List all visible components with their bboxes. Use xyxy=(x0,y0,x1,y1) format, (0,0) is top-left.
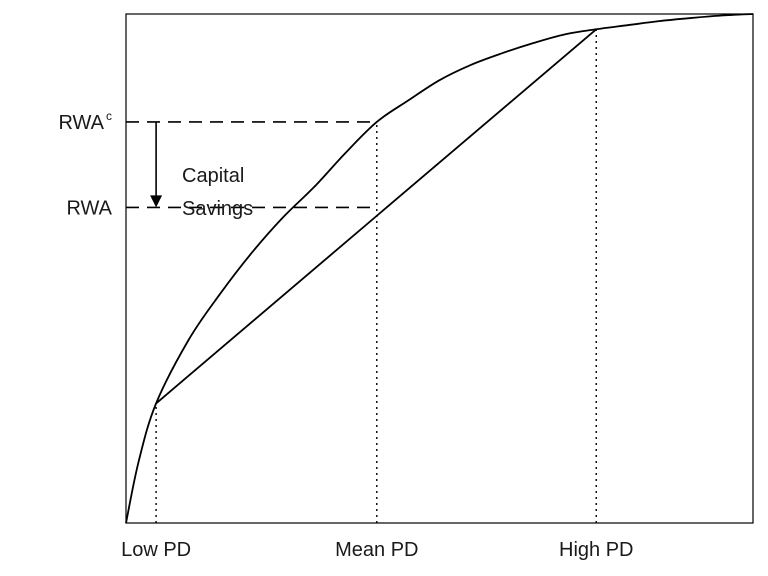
annotation-line-1: Capital xyxy=(182,165,244,187)
capital-savings-arrow xyxy=(150,121,163,208)
y-tick-label-text: RWA xyxy=(58,112,104,134)
concave-rwa-curve xyxy=(125,13,754,524)
x-tick-label: Mean PD xyxy=(335,539,418,561)
y-tick-label: RWA c xyxy=(58,109,112,134)
x-tick-label: Low PD xyxy=(121,539,191,561)
y-tick-superscript: c xyxy=(106,109,112,123)
y-tick-label-text: RWA xyxy=(66,197,112,219)
x-tick-label: High PD xyxy=(559,539,633,561)
x-tick-labels: Low PD Mean PD High PD xyxy=(121,539,633,561)
linear-chord-line xyxy=(155,28,597,405)
arrow-head xyxy=(150,195,163,208)
y-tick-label: RWA xyxy=(66,197,112,219)
guide-lines xyxy=(126,29,597,523)
plot-frame xyxy=(125,13,754,524)
annotation-line-2: Savings xyxy=(182,198,253,220)
